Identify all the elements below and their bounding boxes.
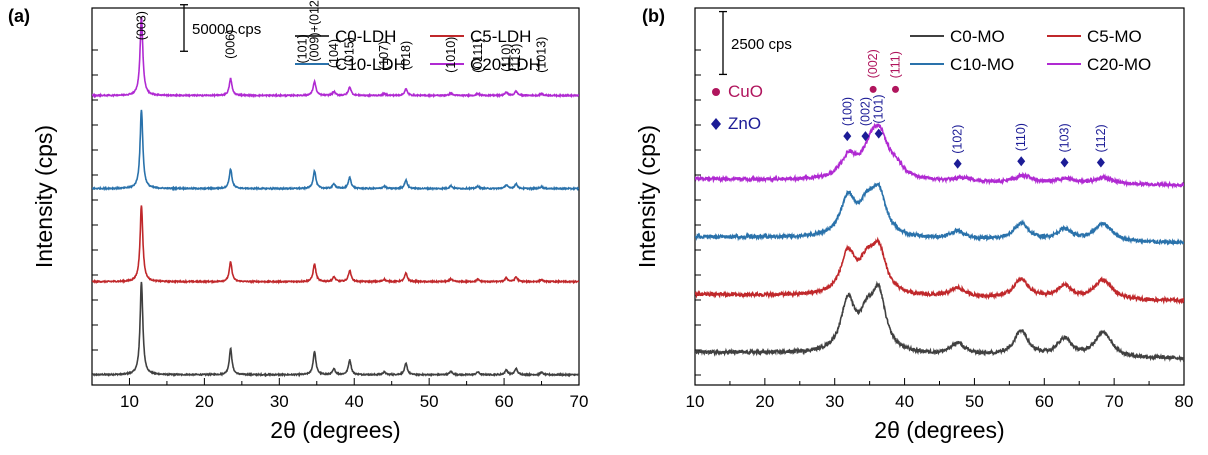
- peak-label: (002): [866, 49, 880, 78]
- peak-label: (101): [296, 34, 310, 63]
- peak-label: (103): [1058, 123, 1072, 152]
- series-line-C5-LDH: [92, 205, 579, 285]
- x-axis-title: 2θ (degrees): [874, 417, 1004, 443]
- x-axis-title: 2θ (degrees): [270, 417, 400, 443]
- series-line-C0-LDH: [92, 281, 579, 378]
- panel-a: (a) 10 20 30 40 50 60 70 2θ (degrees) Intensity …: [8, 0, 588, 443]
- series-line-C20-MO: [695, 122, 1184, 190]
- peak-marker-zno: [874, 128, 883, 139]
- series-line-C5-MO: [695, 236, 1184, 305]
- phase-legend-label: ZnO: [728, 114, 761, 133]
- peak-marker-zno: [953, 158, 962, 169]
- series-line-C0-MO: [695, 280, 1184, 363]
- peak-label: (102): [951, 125, 965, 154]
- series-line-C20-LDH: [92, 16, 579, 99]
- peak-marker-zno: [843, 131, 852, 142]
- peak-label: (015): [343, 37, 357, 66]
- x-tick-label: 50: [420, 392, 439, 411]
- peak-label: (111): [888, 51, 902, 78]
- series-group: [92, 16, 579, 378]
- x-tick-label: 10: [120, 392, 139, 411]
- phase-legend-marker: [711, 118, 721, 130]
- phase-legend-label: CuO: [728, 82, 763, 101]
- peak-label: (018): [399, 41, 413, 70]
- x-tick-label: 70: [570, 392, 589, 411]
- scale-bar-label: 2500 cps: [731, 36, 792, 53]
- y-axis-title: Intensity (cps): [634, 125, 660, 268]
- legend-label: C10-MO: [950, 55, 1014, 74]
- peak-label: (113): [509, 44, 523, 72]
- x-tick-label: 30: [825, 392, 844, 411]
- x-tick-label: 40: [895, 392, 914, 411]
- x-tick-label: 60: [1035, 392, 1054, 411]
- legend-label: C0-LDH: [335, 27, 396, 46]
- legend-label: C10-LDH: [335, 55, 406, 74]
- peak-label: (003): [134, 11, 148, 40]
- series-line-C10-MO: [695, 181, 1184, 246]
- panel-b: (b) 10 20 30 40 50 60 70 80 2θ (degrees) Intensit…: [634, 6, 1193, 443]
- peak-label: (110): [1014, 123, 1028, 151]
- legend-label: C5-LDH: [470, 27, 531, 46]
- x-tick-label: 10: [686, 392, 705, 411]
- peak-label: (1010): [444, 37, 458, 73]
- peak-marker-zno: [861, 131, 870, 142]
- peak-label: (110): [499, 44, 513, 72]
- peak-label: (107): [377, 41, 391, 70]
- peak-label: (1013): [535, 37, 549, 73]
- x-tick-label: 60: [495, 392, 514, 411]
- x-tick-label: 50: [965, 392, 984, 411]
- peak-marker-cuo: [869, 85, 877, 93]
- legend-label: C5-MO: [1087, 27, 1142, 46]
- series-line-C10-LDH: [92, 109, 579, 192]
- legend-label: C20-LDH: [470, 55, 541, 74]
- peak-label: (104): [327, 39, 341, 68]
- plot-frame: [91, 7, 580, 386]
- series-group: [695, 122, 1184, 363]
- peak-label: (002): [858, 97, 872, 126]
- x-tick-label: 40: [345, 392, 364, 411]
- peak-label: (0111): [471, 39, 485, 73]
- panel-label: (a): [8, 6, 30, 26]
- peak-marker-zno: [1017, 156, 1026, 167]
- x-tick-label: 80: [1175, 392, 1194, 411]
- peak-label: (100): [840, 97, 854, 126]
- legend-label: C20-MO: [1087, 55, 1151, 74]
- peak-label: (006): [224, 30, 238, 59]
- scale-bar-label: 50000 cps: [192, 21, 261, 38]
- legend-label: C0-MO: [950, 27, 1005, 46]
- x-tick-label: 30: [270, 392, 289, 411]
- phase-legend-marker: [712, 88, 720, 96]
- peak-marker-zno: [1096, 157, 1105, 168]
- peak-label: (112): [1094, 124, 1108, 152]
- peak-label: (009)+(012): [308, 0, 322, 62]
- peak-marker-zno: [1060, 157, 1069, 168]
- peak-marker-cuo: [891, 85, 899, 93]
- x-tick-label: 20: [195, 392, 214, 411]
- x-tick-label: 20: [755, 392, 774, 411]
- panel-label: (b): [642, 6, 665, 26]
- y-axis-title: Intensity (cps): [31, 125, 57, 268]
- peak-label: (101): [872, 94, 886, 123]
- x-tick-label: 70: [1105, 392, 1124, 411]
